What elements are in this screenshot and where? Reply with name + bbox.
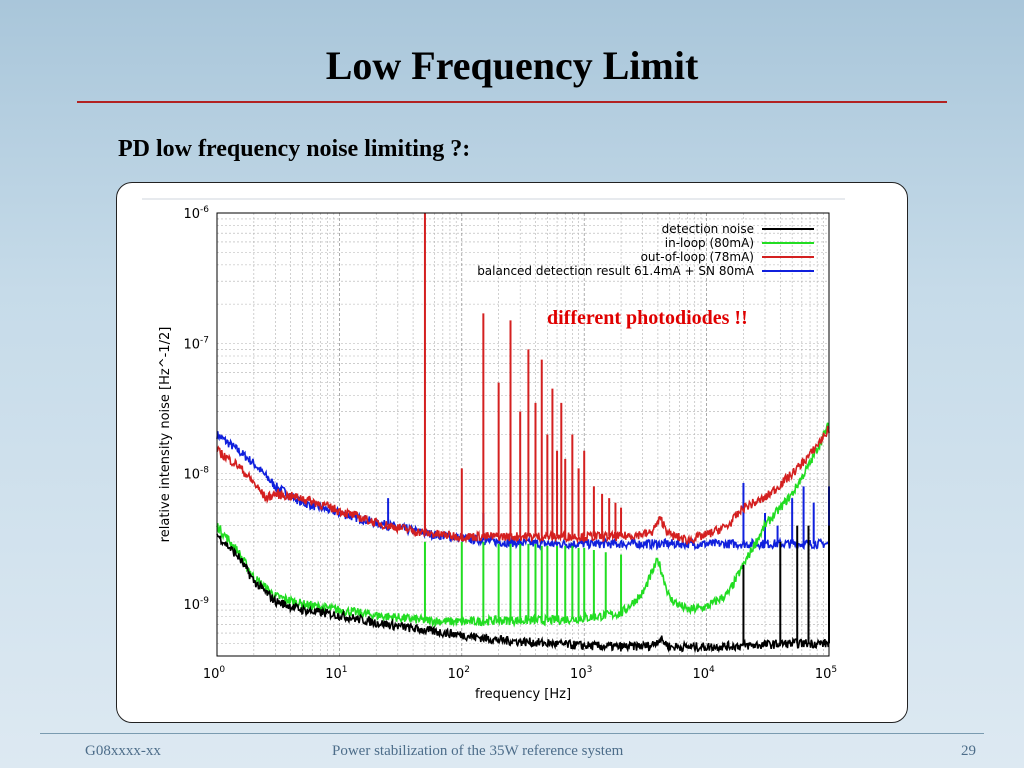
footer-page-number: 29 bbox=[961, 743, 976, 759]
series-2 bbox=[216, 213, 830, 546]
footer-presentation-title: Power stabilization of the 35W reference… bbox=[332, 743, 624, 759]
series-line bbox=[216, 425, 830, 546]
series-3 bbox=[216, 431, 830, 551]
x-axis-label: frequency [Hz] bbox=[475, 687, 571, 702]
y-tick-label: 10-7 bbox=[183, 335, 209, 352]
chart-annotation: different photodiodes !! bbox=[547, 307, 748, 329]
chart-grid bbox=[216, 213, 830, 657]
y-axis-label: relative intensity noise [Hz^-1/2] bbox=[158, 327, 173, 543]
y-tick-label: 10-8 bbox=[183, 466, 209, 483]
series-1 bbox=[216, 422, 830, 628]
x-tick-label: 104 bbox=[692, 665, 715, 682]
series-line bbox=[216, 533, 830, 654]
slide-subtitle: PD low frequency noise limiting ?: bbox=[118, 136, 471, 162]
legend-label: in-loop (80mA) bbox=[665, 236, 754, 250]
x-tick-label: 102 bbox=[448, 665, 470, 682]
footer-document-id: G08xxxx-xx bbox=[85, 743, 161, 759]
slide-title: Low Frequency Limit bbox=[325, 43, 699, 88]
x-tick-label: 101 bbox=[325, 665, 347, 682]
x-tick-label: 100 bbox=[203, 665, 226, 682]
noise-spectrum-chart: 100 101 102 103 104 105 10-9 10-8 10-7 10-6 freque… bbox=[142, 198, 845, 702]
legend-label: balanced detection result 61.4mA + SN 80… bbox=[477, 264, 755, 278]
x-tick-label: 105 bbox=[815, 665, 837, 682]
legend-label: out-of-loop (78mA) bbox=[641, 250, 754, 264]
footer-divider bbox=[40, 733, 984, 734]
y-tick-label: 10-6 bbox=[183, 205, 209, 222]
legend-label: detection noise bbox=[662, 222, 754, 236]
chart-figure: 100 101 102 103 104 105 10-9 10-8 10-7 10-6 freque… bbox=[116, 182, 908, 723]
series-line bbox=[216, 431, 830, 551]
title-divider bbox=[77, 101, 947, 103]
y-tick-label: 10-9 bbox=[183, 596, 209, 613]
x-tick-label: 103 bbox=[570, 665, 592, 682]
plot-frame bbox=[216, 212, 830, 657]
series-line bbox=[216, 422, 830, 628]
